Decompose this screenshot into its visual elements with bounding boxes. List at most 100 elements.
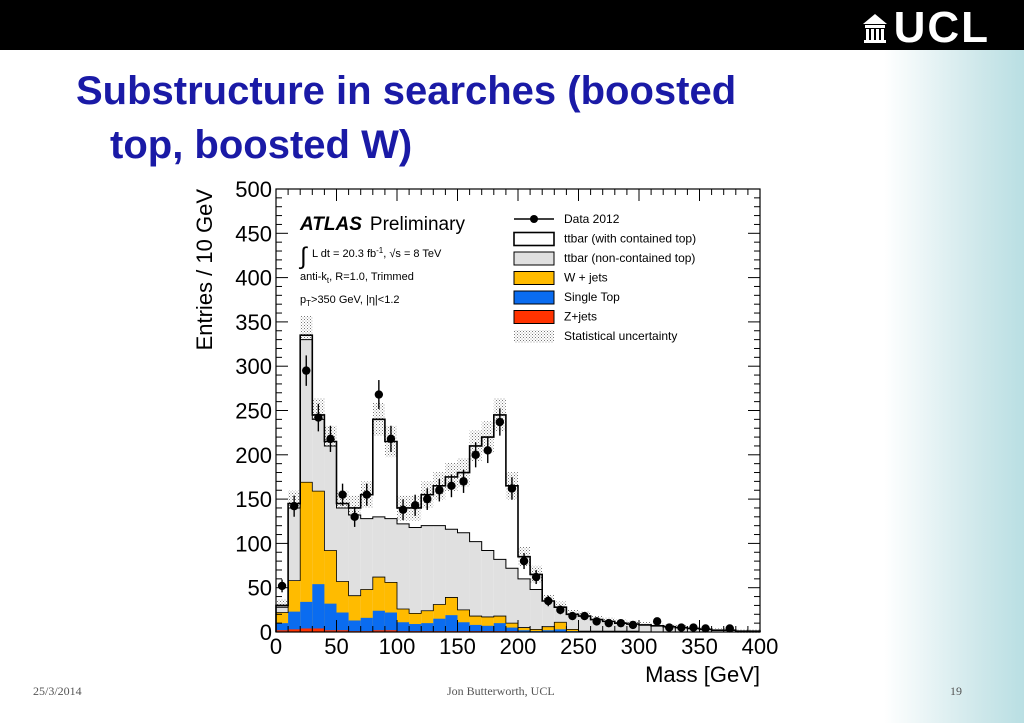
data-point	[447, 481, 456, 491]
bar-single-top	[336, 612, 349, 632]
data-point	[423, 494, 432, 504]
bar-single-top	[288, 611, 301, 632]
x-tick-label: 300	[621, 634, 658, 659]
cut-label: pT>350 GeV, |η|<1.2	[300, 294, 400, 308]
luminosity-label: L dt = 20.3 fb-1, √s = 8 TeV	[312, 246, 442, 260]
bar-zjets	[372, 630, 385, 632]
bar-single-top	[312, 584, 325, 632]
bar-single-top	[457, 622, 470, 632]
legend-marker-point	[530, 215, 538, 223]
bar-zjets	[324, 630, 337, 632]
data-point	[459, 477, 468, 486]
cut-rest: >350 GeV, |η|<1.2	[311, 294, 400, 306]
legend-swatch	[513, 231, 555, 247]
bar-single-top	[360, 617, 373, 632]
y-tick-label: 250	[235, 399, 272, 424]
footer-date: 25/3/2014	[33, 684, 82, 698]
mass-histogram-chart: 0 50 100 150 200 250 300 350 400 0 50 100 150 200 250 3…	[192, 177, 779, 687]
bar-zjets	[276, 630, 289, 632]
x-tick-label: 350	[681, 634, 718, 659]
x-tick-label: 200	[500, 634, 537, 659]
atlas-label: ATLAS Preliminary	[299, 214, 465, 235]
bar-ttbar-noncontained	[469, 541, 482, 632]
y-tick-label: 400	[235, 266, 272, 291]
bar-single-top	[542, 630, 555, 632]
bar-zjets	[300, 628, 313, 632]
legend-swatch	[513, 290, 555, 305]
logo-text: UCL	[893, 3, 990, 52]
y-tick-label: 100	[235, 531, 272, 556]
portico-icon	[862, 14, 887, 43]
x-axis-label: Mass [GeV]	[645, 662, 760, 687]
atlas-status: Preliminary	[370, 214, 466, 235]
lumi-exponent: -1	[376, 246, 384, 255]
slide-title-line2: top, boosted W)	[110, 123, 413, 167]
bar-ttbar-noncontained	[493, 559, 506, 632]
y-axis-label: Entries / 10 GeV	[192, 189, 217, 351]
data-point	[616, 618, 626, 628]
bar-single-top	[505, 627, 518, 632]
data-point	[289, 501, 299, 511]
data-point	[471, 450, 480, 459]
x-tick-label: 0	[270, 634, 282, 659]
y-tick-label: 450	[235, 221, 272, 246]
legend-label: Statistical uncertainty	[564, 329, 677, 343]
side-gradient	[884, 50, 1024, 723]
integral-sign: ∫	[298, 243, 308, 270]
data-point	[556, 605, 565, 615]
algo-sub: t	[327, 276, 330, 285]
outline-wjets	[275, 481, 760, 633]
data-point	[338, 490, 347, 499]
data-point	[398, 505, 408, 514]
data-point	[314, 413, 323, 422]
legend-swatch	[513, 271, 555, 285]
bar-single-top	[554, 629, 567, 632]
bar-ttbar-noncontained	[421, 525, 434, 632]
data-point	[604, 618, 613, 628]
bar-single-top	[481, 625, 494, 632]
cut-sub: T	[306, 299, 311, 308]
bar-wjets	[554, 622, 567, 632]
slide-title: Substructure in searches (boosted top, b…	[76, 64, 916, 172]
y-tick-label: 200	[235, 443, 272, 468]
data-point	[568, 611, 577, 621]
footer-page-number: 19	[950, 684, 962, 698]
bar-single-top	[409, 624, 422, 632]
legend-label: Single Top	[564, 290, 620, 304]
bar-wjets	[566, 629, 579, 632]
y-tick-label: 50	[248, 576, 272, 601]
bar-single-top	[493, 623, 506, 632]
bar-single-top	[384, 612, 397, 632]
legend-label: W + jets	[564, 271, 608, 285]
data-point	[483, 446, 492, 455]
bar-ttbar-noncontained	[505, 568, 518, 632]
y-tick-label: 0	[260, 620, 272, 645]
data-point	[507, 484, 517, 493]
bar-ttbar-noncontained	[481, 550, 494, 632]
data-point	[374, 390, 384, 399]
legend: Data 2012 ttbar (with contained top) ttbar…	[513, 212, 696, 343]
y-tick-label: 350	[235, 310, 272, 335]
bar-zjets	[336, 630, 349, 632]
ucl-logo: UCL	[862, 3, 990, 52]
data-point	[677, 623, 686, 632]
legend-swatch	[514, 330, 554, 343]
bar-single-top	[348, 620, 361, 632]
x-tick-label: 400	[742, 634, 779, 659]
bar-single-top	[276, 623, 289, 632]
bar-ttbar-noncontained	[530, 589, 543, 632]
bar-single-top	[372, 610, 385, 632]
x-tick-label: 50	[324, 634, 348, 659]
bar-ttbar-noncontained	[614, 623, 627, 632]
data-point	[544, 596, 553, 606]
legend-swatch	[513, 251, 555, 266]
data-point	[435, 486, 444, 495]
data-point	[665, 623, 674, 632]
bar-wjets	[300, 482, 313, 632]
data-point	[701, 624, 710, 633]
bar-single-top	[397, 622, 410, 632]
bar-ttbar-noncontained	[639, 624, 652, 632]
bar-single-top	[445, 615, 458, 632]
bar-ttbar-noncontained	[457, 532, 470, 632]
legend-label: ttbar (non-contained top)	[564, 251, 695, 265]
